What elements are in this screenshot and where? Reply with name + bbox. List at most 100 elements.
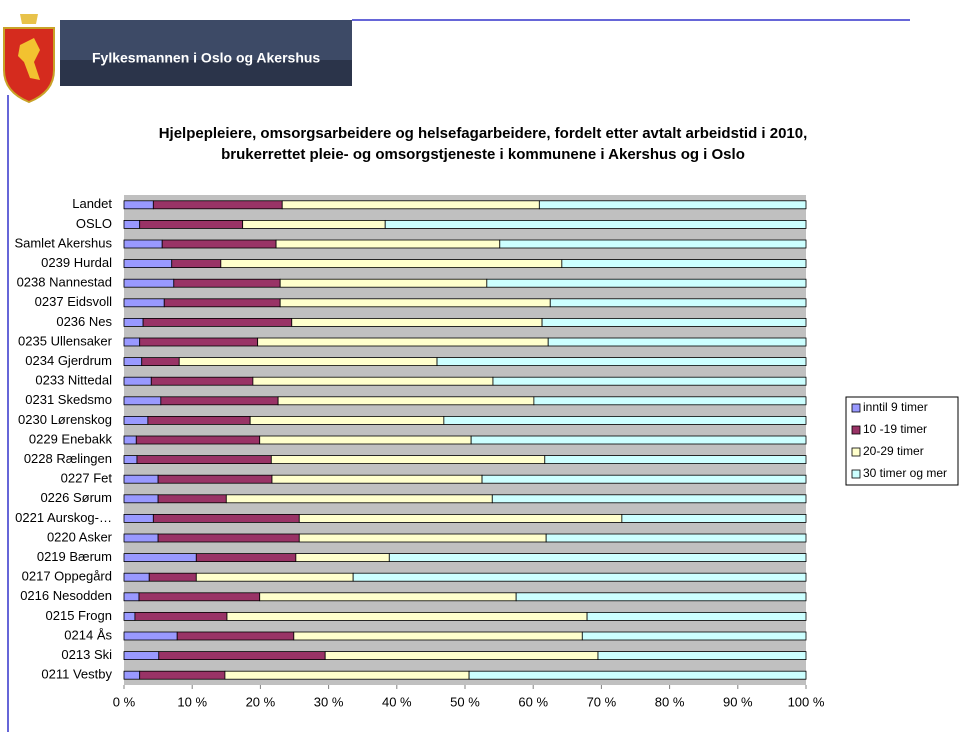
bar-segment <box>252 376 494 386</box>
bar-segment <box>388 553 807 562</box>
legend-swatch <box>851 469 861 479</box>
y-tick-label: 0235 Ullensaker <box>18 333 113 348</box>
bar-segment <box>291 317 543 327</box>
bar-segment <box>123 670 141 680</box>
bar-segment <box>135 435 261 445</box>
bar-segment <box>549 298 807 308</box>
bar-segment <box>157 494 227 504</box>
legend-swatch <box>851 447 861 457</box>
legend <box>845 396 959 486</box>
x-tick-label: 90 % <box>723 694 753 709</box>
bar-segment <box>541 317 807 327</box>
bar-segment <box>123 200 154 210</box>
y-tick-label: Samlet Akershus <box>14 235 112 250</box>
y-tick-label: 0213 Ski <box>61 647 112 662</box>
bar-segment <box>123 533 159 543</box>
bar-segment <box>224 670 470 680</box>
bar-segment <box>259 435 472 445</box>
y-tick-label: 0226 Sørum <box>40 490 112 505</box>
y-tick-label: 0231 Skedsmo <box>25 392 112 407</box>
bar-segment <box>561 259 807 269</box>
bar-segment <box>352 572 807 582</box>
bar-segment <box>279 278 488 288</box>
bar-segment <box>160 396 279 406</box>
bar-segment <box>225 494 493 504</box>
bar-segment <box>123 514 154 523</box>
x-tick-label: 0 % <box>113 694 136 709</box>
bar-segment <box>545 533 807 543</box>
bar-segment <box>138 592 261 602</box>
bar-segment <box>123 651 160 660</box>
bar-segment <box>470 435 807 445</box>
bar-segment <box>123 572 150 582</box>
bar-segment <box>123 259 173 269</box>
bar-segment <box>586 612 807 621</box>
logo-lion <box>18 38 40 80</box>
bar-segment <box>220 259 563 269</box>
bar-segment <box>123 337 141 347</box>
bar-segment <box>157 474 273 484</box>
bar-segment <box>481 474 807 484</box>
y-tick-label: 0211 Vestby <box>41 667 112 682</box>
bar-segment <box>123 278 175 288</box>
bar-segment <box>538 200 807 210</box>
y-tick-label: 0217 Oppegård <box>22 569 112 584</box>
bar-segment <box>259 592 517 602</box>
bar-segment <box>157 533 300 543</box>
bar-segment <box>295 553 390 562</box>
y-tick-label: 0239 Hurdal <box>41 255 112 270</box>
logo-crown <box>20 14 38 24</box>
bar-segment <box>621 514 807 523</box>
bar-segment <box>249 415 445 425</box>
bar-segment <box>171 259 222 269</box>
bar-segment <box>515 592 807 602</box>
bar-segment <box>279 298 551 308</box>
y-tick-label: 0215 Frogn <box>46 608 113 623</box>
bar-segment <box>195 553 297 562</box>
chart-title: brukerrettet pleie- og omsorgstjeneste i… <box>221 146 745 163</box>
y-tick-label: 0237 Eidsvoll <box>35 294 112 309</box>
bar-segment <box>293 631 583 641</box>
bar-segment <box>581 631 807 641</box>
chart-title: Hjelpepleiere, omsorgsarbeidere og helse… <box>159 125 808 142</box>
y-tick-label: Landet <box>72 196 112 211</box>
y-tick-label: 0230 Lørenskog <box>18 412 112 427</box>
bar-segment <box>123 298 165 308</box>
bar-segment <box>123 435 137 445</box>
bar-segment <box>298 533 547 543</box>
bar-segment <box>123 631 178 641</box>
bar-segment <box>123 357 143 367</box>
banner-shade <box>60 60 352 86</box>
x-tick-label: 30 % <box>314 694 344 709</box>
y-tick-label: 0238 Nannestad <box>17 275 112 290</box>
bar-segment <box>147 415 251 425</box>
bar-segment <box>176 631 295 641</box>
header-title: Fylkesmannen i Oslo og Akershus <box>92 50 320 66</box>
y-tick-label: 0220 Asker <box>47 529 113 544</box>
bar-segment <box>139 670 226 680</box>
legend-label: 10 -19 timer <box>863 422 927 436</box>
y-tick-label: 0236 Nes <box>56 314 112 329</box>
bar-segment <box>123 239 163 249</box>
bar-segment <box>270 455 546 465</box>
x-tick-label: 100 % <box>788 694 825 709</box>
bar-segment <box>123 592 140 602</box>
y-tick-label: 0227 Fet <box>61 471 113 486</box>
bar-segment <box>150 376 254 386</box>
bar-segment <box>242 219 386 229</box>
bar-segment <box>491 494 807 504</box>
bar-segment <box>195 572 354 582</box>
bar-segment <box>544 455 807 465</box>
y-tick-label: 0216 Nesodden <box>20 588 112 603</box>
bar-segment <box>298 514 623 523</box>
bar-segment <box>384 219 807 229</box>
bar-segment <box>597 651 807 660</box>
legend-label: inntil 9 timer <box>863 400 928 414</box>
bar-segment <box>499 239 807 249</box>
bar-segment <box>173 278 281 288</box>
bar-segment <box>148 572 197 582</box>
bar-segment <box>257 337 549 347</box>
x-tick-label: 10 % <box>177 694 207 709</box>
